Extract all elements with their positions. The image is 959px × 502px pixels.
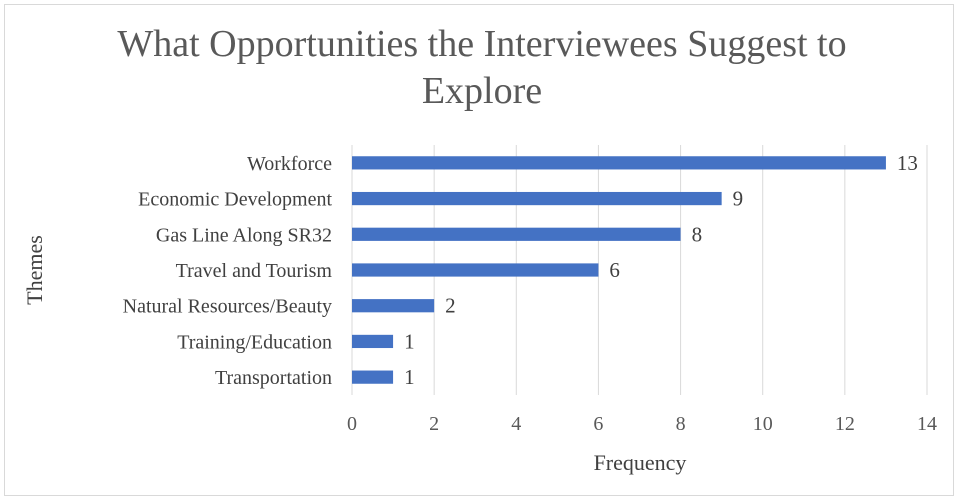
category-label: Economic Development xyxy=(138,189,332,211)
data-label: 1 xyxy=(404,329,415,353)
category-label: Gas Line Along SR32 xyxy=(156,224,332,246)
chart-title: What Opportunities the Interviewees Sugg… xyxy=(117,23,846,112)
x-tick-label: 8 xyxy=(676,413,686,435)
data-labels: 13 9 8 6 2 1 1 xyxy=(404,151,918,389)
x-tick-label: 4 xyxy=(511,413,521,435)
bar xyxy=(352,191,722,206)
x-tick-label: 12 xyxy=(835,413,855,435)
data-label: 8 xyxy=(692,222,703,246)
chart-title-line-1: What Opportunities the Interviewees Sugg… xyxy=(117,23,846,65)
category-label: Training/Education xyxy=(177,331,332,353)
category-label: Workforce xyxy=(247,153,332,175)
category-label: Travel and Tourism xyxy=(176,260,333,282)
chart-frame xyxy=(4,4,954,496)
x-tick-label: 10 xyxy=(753,413,773,435)
category-label: Natural Resources/Beauty xyxy=(123,296,332,318)
x-tick-label: 2 xyxy=(429,413,439,435)
x-tick-labels: 0 2 4 6 8 10 12 14 xyxy=(347,413,937,435)
data-label: 1 xyxy=(404,365,415,389)
gridlines xyxy=(351,145,928,395)
x-tick-label: 6 xyxy=(593,413,603,435)
bars xyxy=(352,156,886,384)
data-label: 6 xyxy=(609,258,620,282)
bar xyxy=(352,227,681,241)
data-label: 13 xyxy=(897,151,918,175)
bar xyxy=(352,370,394,384)
data-label: 9 xyxy=(733,187,744,211)
bar xyxy=(352,334,394,349)
category-labels: Workforce Economic Development Gas Line Al… xyxy=(123,153,333,389)
x-tick-label: 0 xyxy=(347,413,357,435)
bar xyxy=(352,263,599,277)
chart-title-line-2: Explore xyxy=(422,70,542,112)
data-label: 2 xyxy=(445,294,456,318)
category-label: Transportation xyxy=(215,367,332,389)
bar xyxy=(352,299,435,313)
y-axis-title: Themes xyxy=(22,235,47,305)
bar xyxy=(352,156,886,170)
x-tick-label: 14 xyxy=(917,413,937,435)
x-axis-title: Frequency xyxy=(594,450,687,475)
